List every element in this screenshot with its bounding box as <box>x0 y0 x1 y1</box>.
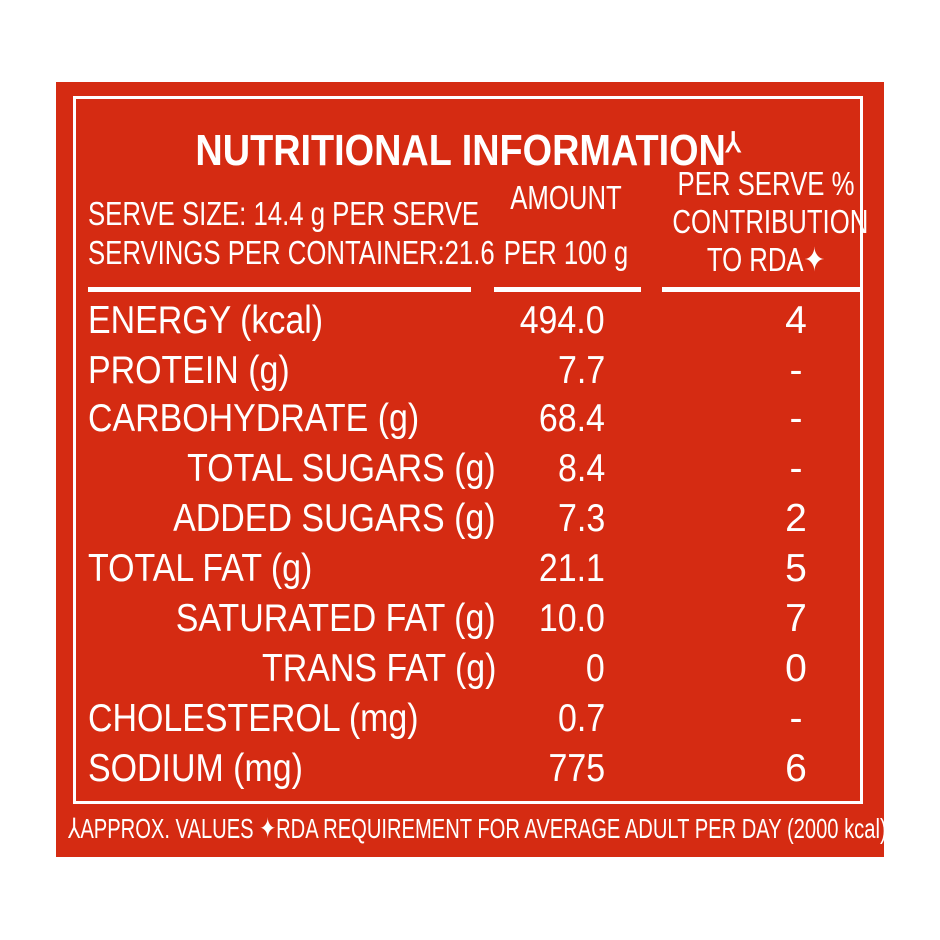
table-row: PROTEIN (g) 7.7 - <box>76 351 860 401</box>
amount-value: 7.3 <box>557 497 605 540</box>
servings-per-container: SERVINGS PER CONTAINER:21.6 <box>88 234 495 271</box>
amount-value: 68.4 <box>538 397 605 440</box>
rda-value: 0 <box>785 647 807 690</box>
divider <box>88 287 471 292</box>
table-row: SATURATED FAT (g) 10.0 7 <box>76 599 860 649</box>
nutrient-label: PROTEIN (g) <box>88 349 290 392</box>
amount-value: 0.7 <box>557 697 605 740</box>
rda-value: - <box>789 447 803 490</box>
amount-value: 775 <box>548 747 605 790</box>
divider <box>662 287 862 292</box>
rda-value: - <box>789 349 803 392</box>
rda-value: 2 <box>785 497 807 540</box>
nutrient-label: TRANS FAT (g) <box>261 647 496 690</box>
nutrient-label: CARBOHYDRATE (g) <box>88 397 420 440</box>
divider <box>494 287 641 292</box>
table-row: CARBOHYDRATE (g) 68.4 - <box>76 399 860 449</box>
table-row: TOTAL FAT (g) 21.1 5 <box>76 549 860 599</box>
serve-size: SERVE SIZE: 14.4 g PER SERVE <box>88 195 480 232</box>
rda-value: 4 <box>785 299 807 342</box>
nutrition-table-frame: NUTRITIONAL INFORMATION⅄ SERVE SIZE: 14.… <box>73 96 869 804</box>
rda-value: 5 <box>785 547 807 590</box>
rda-value: - <box>789 697 803 740</box>
rda-value: 6 <box>785 747 807 790</box>
rda-header-1: PER SERVE % <box>677 165 855 202</box>
nutrient-label: ENERGY (kcal) <box>88 299 324 342</box>
amount-value: 494.0 <box>520 299 605 342</box>
table-row: CHOLESTEROL (mg) 0.7 - <box>76 699 860 749</box>
amount-header-2: PER 100 g <box>503 234 629 271</box>
table-row: ADDED SUGARS (g) 7.3 2 <box>76 499 860 549</box>
nutrient-label: SATURATED FAT (g) <box>176 597 496 640</box>
amount-value: 21.1 <box>538 547 605 590</box>
nutrition-panel: NUTRITIONAL INFORMATION⅄ SERVE SIZE: 14.… <box>56 82 887 857</box>
rda-value: 7 <box>785 597 807 640</box>
amount-value: 7.7 <box>557 349 605 392</box>
table-row: TRANS FAT (g) 0 0 <box>76 649 860 699</box>
approx-mark-icon: ⅄ <box>725 127 741 158</box>
table-title: NUTRITIONAL INFORMATION⅄ <box>131 129 805 173</box>
nutrient-label: ADDED SUGARS (g) <box>173 497 496 540</box>
nutrient-label: CHOLESTEROL (mg) <box>88 697 419 740</box>
nutrient-label: TOTAL SUGARS (g) <box>187 447 496 490</box>
table-row: ENERGY (kcal) 494.0 4 <box>76 301 860 351</box>
rda-header-2: CONTRIBUTION <box>672 203 869 240</box>
amount-value: 0 <box>586 647 605 690</box>
amount-header-1: AMOUNT <box>510 179 622 216</box>
amount-value: 8.4 <box>557 447 605 490</box>
rda-header-3: TO RDA✦ <box>706 241 826 278</box>
nutrient-label: SODIUM (mg) <box>88 747 303 790</box>
title-text: NUTRITIONAL INFORMATION <box>195 126 726 175</box>
table-row: TOTAL SUGARS (g) 8.4 - <box>76 449 860 499</box>
table-row: SODIUM (mg) 775 6 <box>76 749 860 799</box>
rda-value: - <box>789 397 803 440</box>
amount-value: 10.0 <box>538 597 605 640</box>
nutrient-label: TOTAL FAT (g) <box>88 547 313 590</box>
footnote: ⅄APPROX. VALUES ✦RDA REQUIREMENT FOR AVE… <box>68 813 887 844</box>
